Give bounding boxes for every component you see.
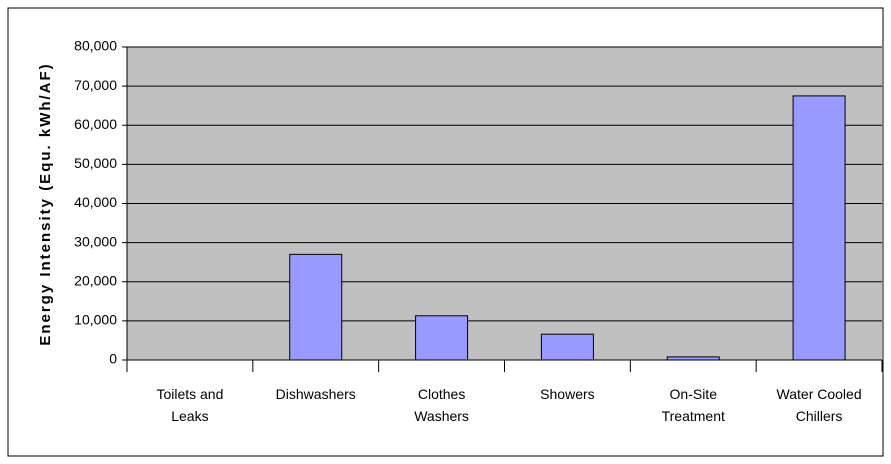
x-tick-label: Toilets and Leaks bbox=[156, 386, 224, 424]
bar bbox=[415, 315, 469, 361]
y-tick-label: 80,000 bbox=[74, 38, 117, 54]
y-tick-label: 70,000 bbox=[74, 77, 117, 93]
x-tick-label: Dishwashers bbox=[275, 386, 356, 402]
y-tick-label: 10,000 bbox=[74, 312, 117, 328]
y-tick-label: 0 bbox=[109, 351, 117, 367]
bar bbox=[289, 253, 343, 361]
bar bbox=[666, 356, 720, 361]
y-tick-label: 40,000 bbox=[74, 194, 117, 210]
y-tick-label: 20,000 bbox=[74, 272, 117, 288]
y-tick-label: 60,000 bbox=[74, 116, 117, 132]
bar bbox=[540, 333, 594, 361]
x-tick-label: Clothes Washers bbox=[414, 386, 469, 424]
y-axis-label: Energy Intensity (Equ. kWh/AF) bbox=[37, 62, 54, 345]
bar bbox=[792, 95, 846, 361]
x-tick-label: Water Cooled Chillers bbox=[776, 386, 862, 424]
y-tick-label: 30,000 bbox=[74, 233, 117, 249]
y-tick-label: 50,000 bbox=[74, 155, 117, 171]
x-tick-label: Showers bbox=[540, 386, 595, 402]
x-tick-label: On-Site Treatment bbox=[661, 386, 725, 424]
